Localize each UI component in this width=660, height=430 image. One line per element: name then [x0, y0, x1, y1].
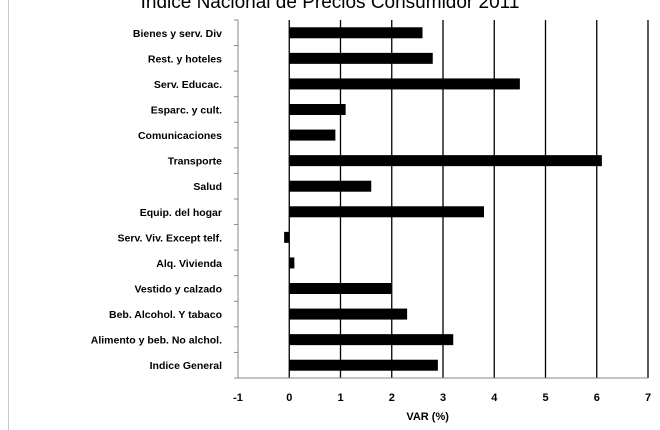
category-label: Beb. Alcohol. Y tabaco [109, 309, 222, 321]
category-label: Alq. Vivienda [156, 258, 222, 270]
category-label: Rest. y hoteles [148, 53, 222, 65]
x-tick-label: -1 [233, 392, 243, 404]
x-tick-label: 4 [491, 392, 498, 404]
x-tick-label: 0 [286, 392, 292, 404]
bar-11 [289, 308, 408, 320]
category-label: Serv. Viv. Except telf. [118, 232, 223, 244]
chart-title: Índice Nacional de Precios Consumidor 20… [140, 0, 520, 13]
x-tick-label: 5 [542, 392, 548, 404]
x-tick-label: 2 [389, 392, 395, 404]
x-tick-label: 6 [594, 392, 600, 404]
bar-10 [289, 283, 392, 294]
category-label: Vestido y calzado [134, 284, 222, 296]
bar-13 [289, 359, 438, 371]
bar-9 [289, 257, 295, 269]
frame-left-border [8, 0, 9, 430]
x-axis-title: VAR (%) [406, 411, 449, 423]
category-label: Indice General [150, 360, 222, 372]
x-tick-label: 7 [645, 392, 651, 404]
category-label: Salud [193, 181, 222, 193]
category-label: Equip. del hogar [140, 207, 222, 219]
bar-3 [289, 104, 346, 115]
x-tick-label: 1 [337, 392, 343, 404]
bar-6 [289, 180, 372, 192]
bar-8 [284, 231, 290, 243]
category-label: Esparc. y cult. [151, 105, 222, 117]
bar-4 [289, 129, 336, 141]
bar-7 [289, 206, 484, 218]
category-label: Serv. Educac. [154, 79, 222, 91]
bar-0 [289, 27, 423, 39]
bar-5 [289, 155, 602, 167]
category-label: Alimento y beb. No alchol. [91, 335, 222, 347]
category-label: Transporte [168, 156, 222, 168]
bar-12 [289, 334, 454, 346]
x-tick-label: 3 [440, 392, 446, 404]
bar-2 [289, 78, 520, 90]
category-label: Bienes y serv. Div [133, 28, 222, 40]
bar-1 [289, 52, 433, 64]
category-label: Comunicaciones [138, 130, 222, 142]
